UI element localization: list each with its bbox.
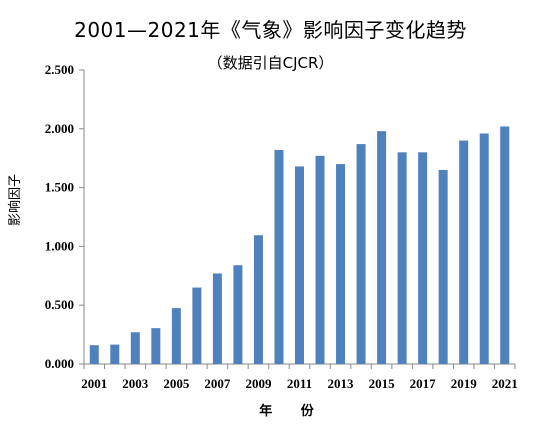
bar	[459, 140, 469, 364]
y-tick-label: 0.000	[45, 356, 74, 371]
bar	[192, 287, 202, 364]
x-tick-label: 2015	[369, 376, 396, 391]
bar	[151, 328, 161, 364]
y-tick-label: 1.000	[45, 238, 74, 253]
x-tick-label: 2021	[492, 376, 518, 391]
bar	[171, 308, 181, 364]
bar	[500, 126, 510, 364]
chart-subtitle: （数据引自CJCR）	[207, 54, 334, 72]
bar	[295, 166, 304, 364]
x-tick-label: 2019	[451, 376, 478, 391]
y-tick-label: 1.500	[45, 180, 74, 195]
bar	[315, 155, 325, 364]
x-tick-label: 2017	[410, 376, 437, 391]
bar	[212, 273, 222, 364]
bar	[336, 164, 346, 364]
chart-title: 2001—2021年《气象》影响因子变化趋势	[74, 18, 467, 42]
bar	[356, 144, 366, 364]
x-tick-label: 2003	[122, 376, 149, 391]
y-tick-label: 0.500	[45, 297, 74, 312]
x-tick-label: 2001	[81, 376, 107, 391]
bar	[89, 345, 99, 364]
x-tick-label: 2013	[328, 376, 355, 391]
bar	[438, 169, 448, 364]
bar	[377, 131, 387, 364]
bar	[130, 332, 140, 364]
bar	[479, 133, 489, 364]
bar	[110, 344, 120, 364]
bar	[233, 265, 243, 364]
x-tick-label: 2011	[287, 376, 312, 391]
x-axis-label: 年 份	[259, 404, 326, 419]
bar	[274, 149, 284, 364]
bar	[397, 152, 407, 364]
bar	[418, 152, 428, 364]
x-tick-label: 2005	[163, 376, 190, 391]
bar	[253, 235, 263, 364]
x-tick-label: 2009	[245, 376, 272, 391]
y-tick-label: 2.000	[45, 121, 74, 136]
y-tick-label: 2.500	[45, 62, 74, 77]
x-tick-label: 2007	[204, 376, 231, 391]
